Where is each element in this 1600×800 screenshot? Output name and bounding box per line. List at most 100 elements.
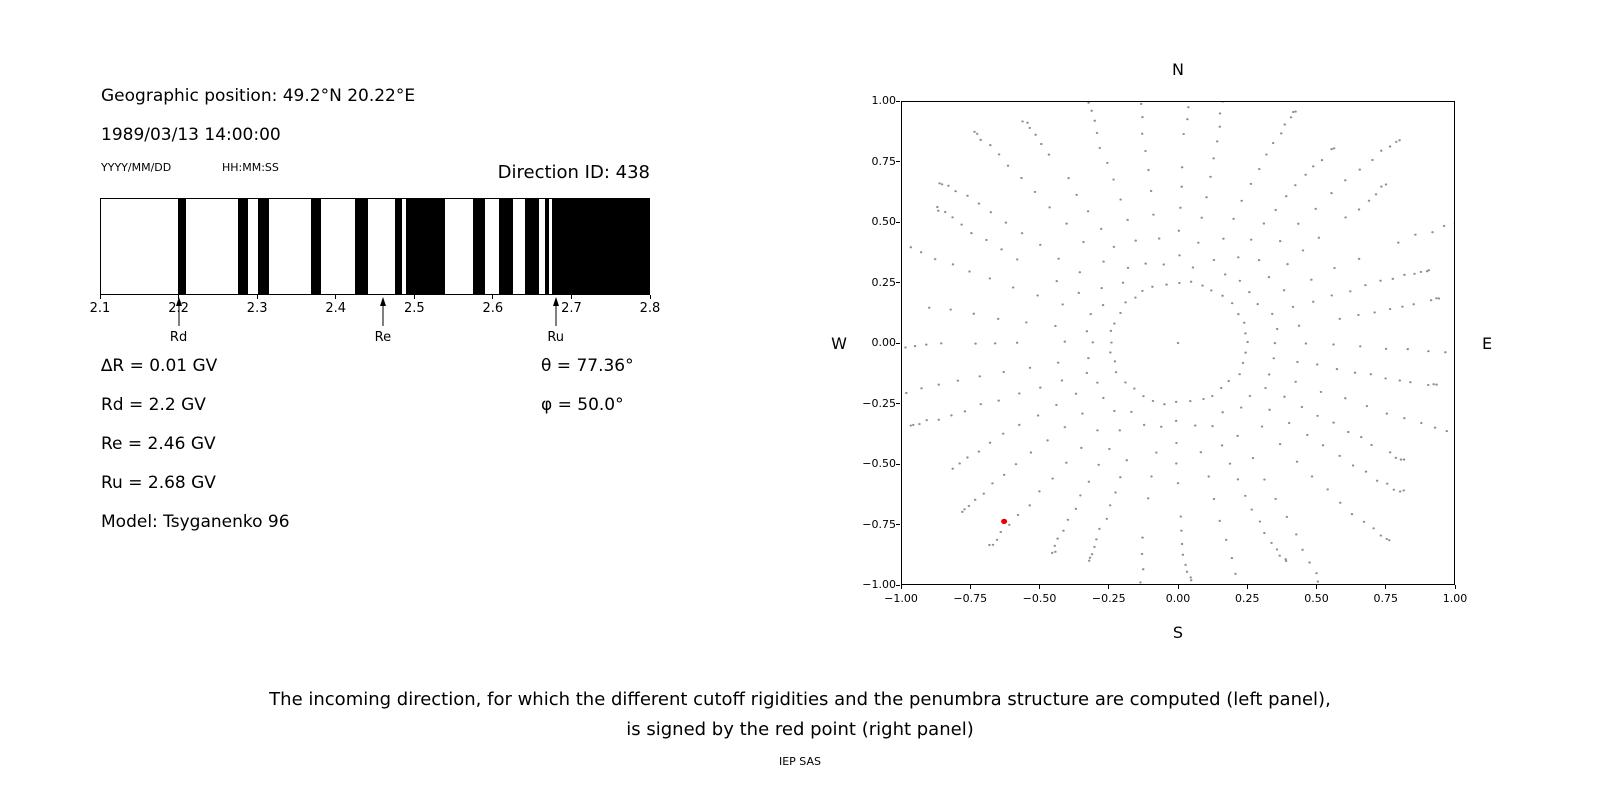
scatter-dot xyxy=(1401,305,1404,308)
scatter-dot xyxy=(1388,539,1391,542)
scatter-dot xyxy=(1207,475,1210,478)
scatter-dot xyxy=(982,492,986,495)
map-x-tick-label: −1.00 xyxy=(884,592,918,605)
re-text: Re = 2.46 GV xyxy=(101,434,216,454)
scatter-dot xyxy=(1020,176,1023,180)
scatter-dot xyxy=(1310,475,1314,478)
scatter-dot xyxy=(1109,329,1113,332)
scatter-dot xyxy=(1444,351,1447,354)
map-x-tick xyxy=(1108,585,1110,589)
scatter-dot xyxy=(1375,479,1379,482)
scatter-dot xyxy=(1089,312,1092,316)
scatter-dot xyxy=(1118,429,1122,432)
scatter-dot xyxy=(1388,451,1392,454)
scatter-dot xyxy=(1385,537,1388,540)
map-y-tick-label: −0.50 xyxy=(862,457,896,470)
scatter-dot xyxy=(1362,520,1366,523)
scatter-dot xyxy=(1273,342,1277,345)
map-y-tick xyxy=(896,221,900,223)
map-y-tick-label: −0.75 xyxy=(862,517,896,531)
direction-id-text: Direction ID: 438 xyxy=(497,162,650,183)
scatter-dot xyxy=(1048,206,1051,209)
penumbra-plot xyxy=(100,198,650,295)
scatter-dot xyxy=(1079,494,1082,497)
scatter-dot xyxy=(1339,501,1342,504)
scatter-dot xyxy=(1414,233,1417,236)
scatter-dot xyxy=(993,342,997,345)
delta-r-text: ∆R = 0.01 GV xyxy=(101,356,218,376)
scatter-dot xyxy=(1119,476,1122,479)
compass-north-label: N xyxy=(1172,60,1184,79)
scatter-dot xyxy=(1185,570,1189,573)
scatter-dot xyxy=(1047,153,1051,156)
scatter-dot xyxy=(1295,460,1299,463)
scatter-dot xyxy=(1385,482,1389,485)
scatter-dot xyxy=(1304,173,1307,176)
scatter-dot xyxy=(966,456,969,459)
scatter-dot xyxy=(1326,488,1329,491)
scatter-dot xyxy=(1189,399,1192,403)
scatter-dot xyxy=(1033,190,1037,194)
scatter-dot xyxy=(1139,102,1143,105)
scatter-dot xyxy=(1095,131,1099,134)
scatter-dot xyxy=(940,342,943,345)
scatter-dot xyxy=(1294,184,1297,187)
scatter-dot xyxy=(1271,141,1275,145)
scatter-dot xyxy=(1244,494,1247,497)
penumbra-band xyxy=(406,199,446,294)
compass-south-label: S xyxy=(1172,623,1184,642)
scatter-dot xyxy=(1119,311,1122,315)
scatter-dot xyxy=(1093,545,1096,548)
scatter-dot xyxy=(1112,178,1115,181)
scatter-dot xyxy=(1061,303,1064,306)
map-x-tick xyxy=(1316,585,1317,589)
map-y-tick xyxy=(896,342,900,344)
scatter-dot xyxy=(1240,199,1243,202)
scatter-dot xyxy=(1218,519,1221,522)
scatter-dot xyxy=(1141,568,1145,571)
map-x-tick xyxy=(1246,585,1248,589)
map-y-tick xyxy=(896,524,900,525)
scatter-dot xyxy=(1391,277,1395,280)
scatter-dot xyxy=(949,308,952,311)
scatter-dot xyxy=(1180,529,1183,532)
scatter-dot xyxy=(1374,193,1378,196)
scatter-dot xyxy=(1174,419,1178,422)
scatter-dot xyxy=(1372,527,1375,530)
scatter-dot xyxy=(1294,380,1297,383)
scatter-dot xyxy=(1002,370,1005,374)
scatter-dot xyxy=(1221,411,1224,414)
scatter-dot xyxy=(1291,305,1295,308)
scatter-dot xyxy=(1432,383,1435,386)
datetime-text: 1989/03/13 14:00:00 xyxy=(101,125,281,145)
scatter-dot xyxy=(1150,475,1153,478)
scatter-dot xyxy=(1398,139,1401,142)
scatter-dot xyxy=(1227,379,1230,383)
scatter-dot xyxy=(1321,444,1325,447)
scatter-dot xyxy=(1297,324,1301,327)
scatter-dot xyxy=(1256,303,1259,306)
scatter-dot xyxy=(1046,439,1049,442)
scatter-dot xyxy=(1021,120,1024,123)
scatter-dot xyxy=(1243,321,1246,324)
rigidity-arrow-ru xyxy=(550,297,562,327)
penumbra-x-tick-label: 2.1 xyxy=(89,301,111,316)
scatter-dot xyxy=(1020,232,1024,235)
scatter-dot xyxy=(963,508,966,511)
scatter-dot xyxy=(1330,148,1333,151)
scatter-dot xyxy=(1222,237,1225,240)
rigidity-arrow-re xyxy=(377,297,389,327)
scatter-dot xyxy=(1399,458,1403,461)
scatter-dot xyxy=(1435,297,1438,300)
scatter-dot xyxy=(1301,548,1304,551)
penumbra-x-tick xyxy=(570,295,572,299)
scatter-dot xyxy=(1176,482,1180,485)
scatter-dot xyxy=(1251,457,1255,460)
scatter-dot xyxy=(1162,263,1166,266)
scatter-dot xyxy=(1270,312,1274,315)
scatter-dot xyxy=(1176,341,1180,345)
scatter-dot xyxy=(1218,125,1222,128)
scatter-dot xyxy=(1142,395,1145,398)
scatter-dot xyxy=(1186,118,1189,121)
